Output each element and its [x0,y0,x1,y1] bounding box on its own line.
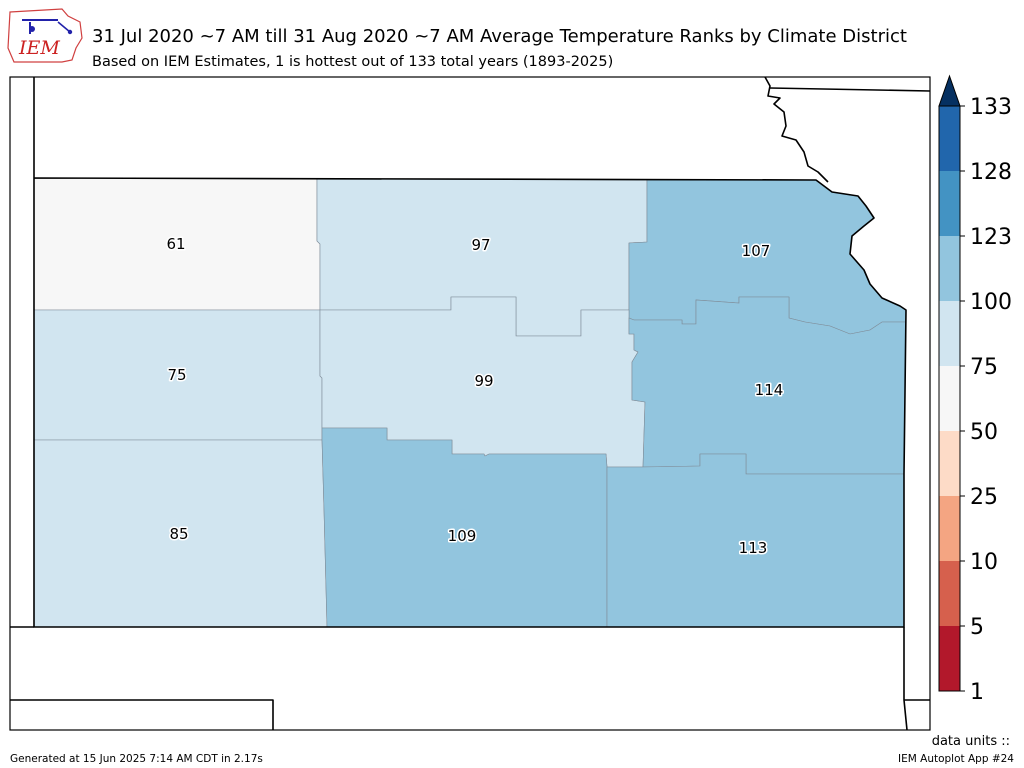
map-title: 31 Jul 2020 ~7 AM till 31 Aug 2020 ~7 AM… [92,26,907,47]
autoplot-app-label: IEM Autoplot App #24 [898,753,1014,765]
colorbar-bin [939,106,960,171]
colorbar-tick-label: 10 [970,550,998,575]
colorbar-tick-label: 5 [970,615,984,640]
climate-districts [33,177,907,628]
rank-label-west-central: 75 [167,366,186,384]
district-south-central[interactable] [321,427,608,628]
rank-label-southeast: 113 [739,539,768,557]
colorbar-bin [939,171,960,236]
colorbar-bin [939,561,960,626]
rank-label-northeast: 107 [742,242,771,260]
iowa-outline-icon [7,8,83,63]
colorbar-extend-arrow [938,74,961,107]
map-subtitle: Based on IEM Estimates, 1 is hottest out… [92,54,613,70]
colorbar-bin [939,366,960,431]
kansas-border [33,177,907,628]
colorbar-tick-label: 123 [970,225,1012,250]
rank-label-east-central: 114 [755,381,784,399]
iem-logo: IEM [7,8,83,63]
colorbar-bins [939,106,960,691]
rank-labels: 61 97 107 75 99 114 85 109 113 [165,234,785,559]
rank-label-southwest: 85 [169,525,188,543]
colorbar-bin [939,236,960,301]
colorbar-tick-label: 133 [970,95,1012,120]
colorbar-ticks: 1 5 10 25 50 75 100 123 128 133 [960,95,1012,705]
generated-timestamp: Generated at 15 Jun 2025 7:14 AM CDT in … [10,753,263,765]
colorbar-tick-label: 128 [970,160,1012,185]
colorbar-tick-label: 1 [970,680,984,705]
missouri-river [764,76,829,183]
rank-label-south-central: 109 [448,527,477,545]
colorbar-bin [939,301,960,366]
rank-label-central: 99 [474,372,493,390]
colorbar-bin [939,496,960,561]
colorbar-bin [939,626,960,691]
colorbar-legend: 1 5 10 25 50 75 100 123 128 133 [938,74,1012,705]
data-units-label: data units :: [932,734,1010,749]
colorbar-tick-label: 50 [970,420,998,445]
colorbar-tick-label: 100 [970,290,1012,315]
colorbar-tick-label: 75 [970,355,998,380]
district-east-central[interactable] [628,296,907,475]
logo-text: IEM [18,37,60,59]
state-boundaries [10,76,931,731]
colorbar-tick-label: 25 [970,485,998,510]
rank-label-northwest: 61 [166,235,185,253]
colorbar-bin [939,431,960,496]
colorbar-frame [938,105,961,692]
map-frame [9,76,931,731]
rank-label-north-central: 97 [471,236,490,254]
